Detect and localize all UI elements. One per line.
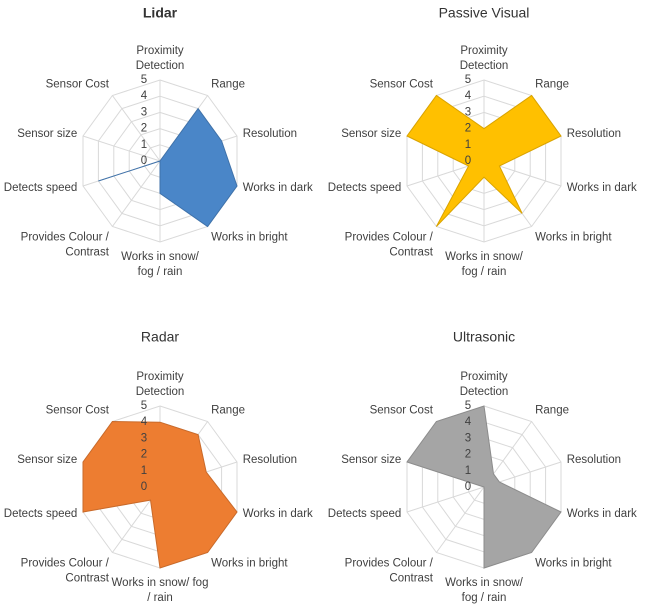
- axis-label-resolution: Resolution: [243, 454, 297, 466]
- axis-label-range: Range: [211, 79, 245, 91]
- axis-label-range: Range: [211, 405, 245, 417]
- tick-label: 0: [465, 481, 471, 493]
- axis-label-works-in-bright: Works in bright: [535, 231, 612, 243]
- axis-label-proximity-detection: Proximity Detection: [460, 371, 509, 398]
- axis-label-provides-colour-contrast: Provides Colour / Contrast: [21, 557, 110, 584]
- axis-label-works-in-bright: Works in bright: [211, 231, 288, 243]
- tick-label: 1: [141, 139, 147, 151]
- axis-label-works-in-dark: Works in dark: [243, 508, 313, 520]
- radar-chart-passive-visual: Passive Visual 0 1 2 3 4 5 Proximity Detection Ra…: [328, 5, 637, 278]
- tick-label: 3: [465, 106, 471, 118]
- tick-label: 5: [141, 400, 147, 412]
- tick-label: 2: [141, 449, 147, 461]
- axis-label-sensor-cost: Sensor Cost: [46, 405, 110, 417]
- series-area: [82, 420, 238, 569]
- axis-label-sensor-cost: Sensor Cost: [370, 79, 434, 91]
- chart-title: Ultrasonic: [453, 329, 515, 345]
- tick-label: 2: [141, 123, 147, 135]
- axis-spoke: [111, 160, 161, 227]
- tick-label: 3: [465, 432, 471, 444]
- tick-label: 4: [141, 416, 148, 428]
- tick-label: 3: [141, 432, 147, 444]
- axis-label-works-in-snow-fog-rain: Works in snow/fog / rain: [445, 577, 524, 604]
- axis-label-works-in-dark: Works in dark: [567, 508, 637, 520]
- tick-label: 1: [465, 139, 471, 151]
- axis-label-works-in-snow-fog-rain: Works in snow/ fog / rain: [112, 577, 209, 604]
- axis-label-proximity-detection: Proximity Detection: [136, 371, 185, 398]
- axis-label-detects-speed: Detects speed: [4, 508, 78, 520]
- tick-label: 0: [141, 155, 147, 167]
- axis-label-proximity-detection: Proximity Detection: [136, 45, 185, 72]
- axis-label-works-in-dark: Works in dark: [243, 182, 313, 194]
- axis-spoke: [406, 486, 485, 513]
- axis-label-proximity-detection: Proximity Detection: [460, 45, 509, 72]
- axis-label-sensor-size: Sensor size: [17, 128, 77, 140]
- axis-label-range: Range: [535, 405, 569, 417]
- axis-spoke: [435, 486, 485, 553]
- axis-spoke: [111, 95, 161, 162]
- axis-label-works-in-snow-fog-rain: Works in snow/fog / rain: [445, 251, 524, 278]
- axis-label-sensor-size: Sensor size: [17, 454, 77, 466]
- axis-label-range: Range: [535, 79, 569, 91]
- axis-label-detects-speed: Detects speed: [328, 508, 402, 520]
- chart-title: Lidar: [143, 5, 178, 21]
- axis-label-sensor-size: Sensor size: [341, 454, 401, 466]
- tick-label: 5: [465, 74, 471, 86]
- axis-label-sensor-cost: Sensor Cost: [370, 405, 434, 417]
- tick-label: 4: [141, 90, 148, 102]
- axis-label-resolution: Resolution: [243, 128, 297, 140]
- tick-label: 5: [465, 400, 471, 412]
- radar-chart-lidar: Lidar 0 1 2 3 4 5 Proximity Detection Range Resolu…: [4, 5, 313, 278]
- axis-label-provides-colour-contrast: Provides Colour / Contrast: [21, 231, 110, 258]
- chart-title: Radar: [141, 329, 179, 345]
- axis-label-sensor-cost: Sensor Cost: [46, 79, 110, 91]
- axis-spoke: [82, 135, 161, 162]
- tick-label: 1: [141, 465, 147, 477]
- axis-label-provides-colour-contrast: Provides Colour / Contrast: [345, 231, 434, 258]
- axis-label-resolution: Resolution: [567, 454, 621, 466]
- tick-label: 1: [465, 465, 471, 477]
- axis-label-sensor-size: Sensor size: [341, 128, 401, 140]
- tick-label: 5: [141, 74, 147, 86]
- tick-label: 4: [465, 90, 472, 102]
- axis-label-works-in-bright: Works in bright: [211, 557, 288, 569]
- radar-chart-ultrasonic: Ultrasonic 0 1 2 3 4 5 Proximity Detection Range R…: [328, 329, 637, 604]
- axis-label-works-in-snow-fog-rain: Works in snow/fog / rain: [121, 251, 200, 278]
- axis-label-provides-colour-contrast: Provides Colour / Contrast: [345, 557, 434, 584]
- axis-label-detects-speed: Detects speed: [4, 182, 78, 194]
- radar-chart-radar: Radar 0 1 2 3 4 5 Proximity Detection Range Resolu…: [4, 329, 313, 604]
- tick-label: 2: [465, 449, 471, 461]
- tick-label: 0: [141, 481, 147, 493]
- axis-label-resolution: Resolution: [567, 128, 621, 140]
- tick-label: 0: [465, 155, 471, 167]
- tick-label: 2: [465, 123, 471, 135]
- tick-label: 3: [141, 106, 147, 118]
- tick-label: 4: [465, 416, 472, 428]
- axis-label-detects-speed: Detects speed: [328, 182, 402, 194]
- chart-title: Passive Visual: [439, 5, 530, 21]
- axis-label-works-in-bright: Works in bright: [535, 557, 612, 569]
- axis-label-works-in-dark: Works in dark: [567, 182, 637, 194]
